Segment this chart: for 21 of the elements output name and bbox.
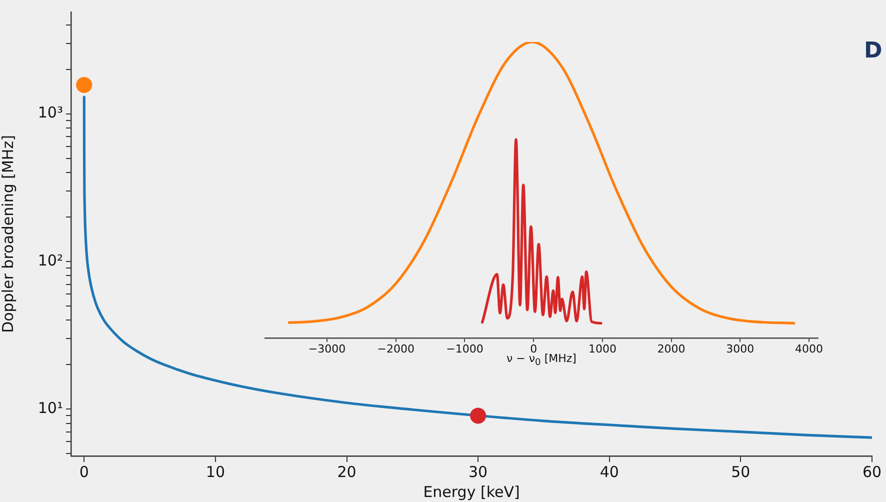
x-tick-label: 1000 [588, 342, 616, 356]
x-tick-label: 0 [79, 462, 89, 481]
line-series [82, 96, 872, 439]
x-tick-label: 30 [468, 462, 488, 481]
x-tick-label: −2000 [377, 342, 414, 356]
x-tick-label: 60 [862, 462, 882, 481]
x-tick-label: −1000 [446, 342, 484, 356]
y-axis-title: Doppler broadening [MHz] [0, 135, 17, 333]
x-tick-label: 3000 [726, 342, 754, 356]
x-tick-label: 2000 [657, 342, 686, 356]
y-tick-label: 10² [38, 251, 63, 270]
x-tick-label: 4000 [795, 342, 824, 356]
x-axis-title: Energy [keV] [423, 482, 520, 501]
x-tick-label: 40 [600, 462, 619, 481]
x-tick-label: 10 [206, 462, 225, 481]
annotation: D [864, 38, 882, 64]
y-tick-label: 10³ [38, 104, 63, 122]
x-tick-label: 20 [337, 462, 356, 481]
y-tick-label: 10¹ [38, 398, 63, 417]
x-tick-label: 50 [731, 462, 750, 481]
x-tick-label: −3000 [308, 342, 346, 356]
